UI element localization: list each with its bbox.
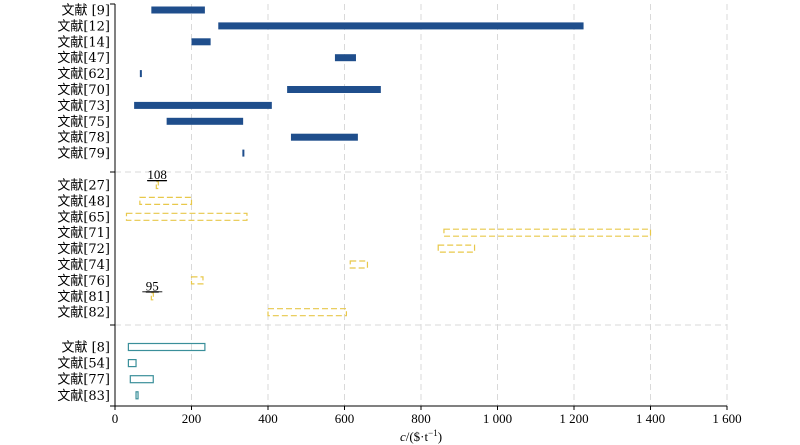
range-bar bbox=[334, 54, 356, 62]
range-bar bbox=[150, 292, 154, 301]
row-label: 文献[54] bbox=[57, 357, 110, 372]
range-bar bbox=[127, 359, 137, 368]
range-bar bbox=[125, 212, 248, 221]
x-axis-label-exp: −1 bbox=[428, 428, 438, 438]
row-label: 文献[79] bbox=[57, 147, 110, 162]
range-bar bbox=[129, 375, 154, 384]
range-bar bbox=[443, 228, 652, 237]
row-label: 文献 [9] bbox=[61, 4, 110, 19]
range-bar bbox=[139, 70, 142, 78]
row-label: 文献[74] bbox=[57, 258, 110, 273]
group-separators bbox=[110, 171, 727, 326]
range-bar bbox=[166, 117, 244, 125]
row-label: 文献[71] bbox=[57, 226, 110, 241]
range-bar bbox=[290, 133, 358, 141]
row-label: 文献[48] bbox=[57, 194, 110, 209]
x-axis-label-close: ) bbox=[438, 429, 442, 444]
row-labels: 文献 [9]文献[12]文献[14]文献[47]文献[62]文献[70]文献[7… bbox=[57, 4, 168, 404]
range-bar bbox=[437, 244, 476, 253]
row-label: 文献[12] bbox=[57, 19, 110, 34]
row-label: 文献[78] bbox=[57, 131, 110, 146]
row-label: 文献[81] bbox=[57, 290, 110, 305]
grid-lines bbox=[191, 4, 728, 406]
row-label: 文献[27] bbox=[57, 179, 110, 194]
range-bar bbox=[127, 342, 206, 352]
x-tick-label: 400 bbox=[258, 411, 278, 426]
x-tick-label: 800 bbox=[411, 411, 431, 426]
range-bars bbox=[125, 6, 652, 400]
range-bar bbox=[134, 101, 272, 109]
row-label: 文献[76] bbox=[57, 274, 110, 289]
row-label: 文献[62] bbox=[57, 67, 110, 82]
range-bar bbox=[151, 6, 205, 14]
range-bar bbox=[139, 196, 193, 205]
x-axis-label-var: c bbox=[400, 429, 406, 444]
x-axis-label-unit: /($·t bbox=[406, 429, 429, 444]
row-label: 文献[14] bbox=[57, 35, 110, 50]
row-label: 文献[72] bbox=[57, 242, 110, 257]
range-bar bbox=[267, 308, 348, 317]
range-bar bbox=[218, 22, 584, 30]
row-label: 文献[65] bbox=[57, 210, 110, 225]
x-tick-label: 1 400 bbox=[636, 411, 665, 426]
range-bar bbox=[135, 391, 139, 400]
value-annotation: 108 bbox=[147, 167, 167, 182]
row-label: 文献[77] bbox=[57, 373, 110, 388]
x-axis-label: c/($·t−1) bbox=[400, 428, 442, 444]
x-axis: 0 200 400 600 800 1 000 1 200 1 400 1 600 bbox=[110, 3, 742, 426]
x-tick-label: 1 600 bbox=[712, 411, 741, 426]
row-label: 文献[82] bbox=[57, 306, 110, 321]
range-bar bbox=[191, 38, 211, 46]
range-bar bbox=[242, 149, 245, 157]
range-bar bbox=[287, 86, 381, 93]
range-bar bbox=[190, 276, 204, 285]
row-label: 文献[83] bbox=[57, 389, 110, 404]
x-tick-label: 600 bbox=[335, 411, 355, 426]
range-bar bbox=[155, 180, 159, 190]
value-annotation: 95 bbox=[146, 278, 159, 293]
x-tick-label: 200 bbox=[182, 411, 202, 426]
row-label: 文献[73] bbox=[57, 99, 110, 114]
row-label: 文献[47] bbox=[57, 51, 110, 66]
x-tick-label: 1 200 bbox=[559, 411, 588, 426]
row-label: 文献[75] bbox=[57, 115, 110, 130]
x-tick-label: 1 000 bbox=[483, 411, 512, 426]
row-label: 文献 [8] bbox=[61, 341, 110, 356]
row-label: 文献[70] bbox=[57, 83, 110, 98]
x-tick-label: 0 bbox=[112, 411, 119, 426]
range-bar bbox=[349, 260, 369, 269]
